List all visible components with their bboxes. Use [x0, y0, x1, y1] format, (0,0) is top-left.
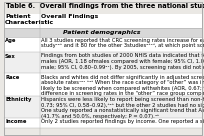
Bar	[4, 73, 202, 96]
Bar	[4, 28, 202, 37]
Text: Only 2 studies reported findings by income. One reported a significantdifference: Only 2 studies reported findings by inco…	[41, 119, 204, 124]
Text: Ethnicity: Ethnicity	[5, 97, 31, 102]
Text: Blacks and whites did not differ significantly in adjusted screening rates in sn: Blacks and whites did not differ signifi…	[41, 75, 204, 96]
Text: Table 6.  Overall findings from the three national studies for each category of : Table 6. Overall findings from the three…	[6, 3, 204, 9]
Bar	[4, 118, 202, 128]
Text: Hispanics were less likely to report being screened than non-Hispanic whites at : Hispanics were less likely to report bei…	[41, 97, 204, 119]
Text: Race: Race	[5, 75, 19, 80]
Text: All 3 studies reported that CRC screening rates increase for each age groupuntil: All 3 studies reported that CRC screenin…	[41, 38, 204, 48]
Text: Overall Findings: Overall Findings	[41, 14, 98, 19]
Bar	[4, 37, 202, 52]
Bar	[4, 14, 202, 28]
Text: Patient
Characteristic: Patient Characteristic	[5, 14, 54, 25]
Text: Findings from both studies of 2000 NHIS data indicated that females wereligibly : Findings from both studies of 2000 NHIS …	[41, 53, 204, 70]
Bar	[4, 96, 202, 118]
Bar	[4, 52, 202, 73]
Text: Patient demographics: Patient demographics	[63, 30, 141, 35]
Text: Sex: Sex	[5, 54, 16, 59]
Text: Age: Age	[5, 38, 17, 43]
Text: Income: Income	[5, 119, 27, 124]
Bar	[4, 2, 202, 14]
